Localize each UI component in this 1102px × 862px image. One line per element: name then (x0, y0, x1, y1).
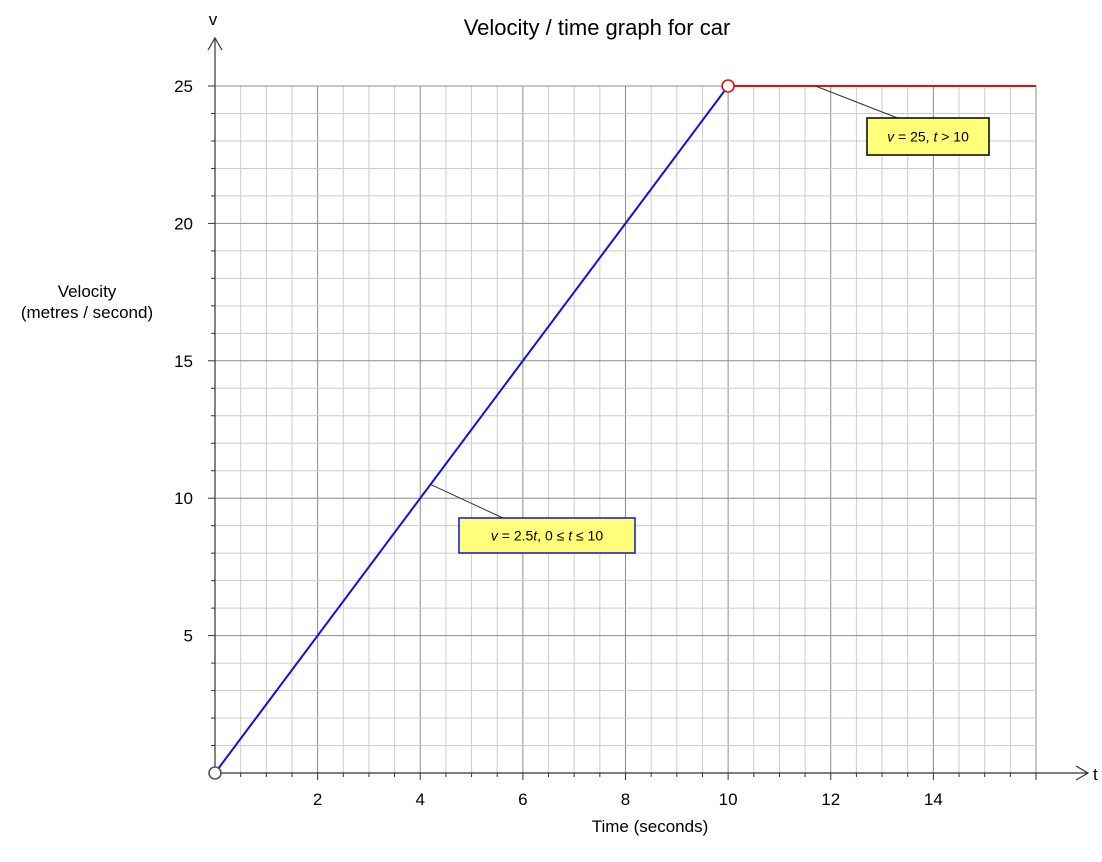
annotation-leader (815, 85, 898, 119)
x-axis-label: Time (seconds) (592, 817, 709, 836)
series (214, 85, 1036, 774)
series-line-1 (214, 85, 729, 774)
x-tick-label: 12 (821, 790, 840, 809)
y-axis-letter: v (209, 10, 218, 29)
point-marker (208, 766, 222, 780)
chart-title: Velocity / time graph for car (464, 15, 731, 40)
markers (208, 79, 735, 780)
y-tick-label: 10 (174, 489, 193, 508)
annotation-box (458, 517, 636, 554)
x-axis-arrow (1075, 765, 1090, 781)
y-axis-label-line2: (metres / second) (21, 303, 153, 322)
x-tick-label: 14 (924, 790, 943, 809)
y-axis-arrow (207, 36, 223, 51)
y-tick-label: 25 (174, 77, 193, 96)
grid (215, 85, 1037, 773)
y-tick-label: 15 (174, 352, 193, 371)
annotation-leader (430, 484, 504, 519)
x-tick-label: 4 (416, 790, 425, 809)
y-axis-label-line1: Velocity (58, 282, 117, 301)
x-tick-label: 6 (518, 790, 527, 809)
annotation-box (866, 117, 990, 156)
annotation-label: v = 2.5t, 0 ≤ t ≤ 10 (491, 528, 603, 544)
axes: 2 4 6 8 10 12 14 5 10 15 20 25 (174, 36, 1090, 809)
x-tick-label: 10 (719, 790, 738, 809)
x-tick-label: 8 (621, 790, 630, 809)
x-tick-label: 2 (313, 790, 322, 809)
annotation-label: v = 25, t > 10 (887, 129, 969, 145)
y-tick-label: 5 (184, 627, 193, 646)
y-tick-label: 20 (174, 214, 193, 233)
x-axis-letter: t (1093, 765, 1098, 784)
annotations: v = 2.5t, 0 ≤ t ≤ 10 v = 25, t > 10 (430, 85, 990, 554)
point-marker (721, 79, 735, 93)
